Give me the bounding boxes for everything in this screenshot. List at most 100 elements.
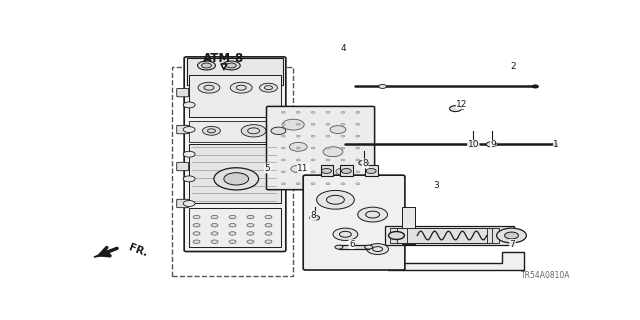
- Text: 1: 1: [554, 140, 559, 149]
- Circle shape: [356, 123, 360, 125]
- Circle shape: [356, 159, 360, 161]
- Circle shape: [335, 245, 343, 249]
- Bar: [187, 58, 284, 85]
- Circle shape: [468, 142, 479, 147]
- Circle shape: [282, 123, 285, 125]
- Circle shape: [296, 123, 300, 125]
- Circle shape: [247, 224, 254, 227]
- FancyBboxPatch shape: [303, 175, 405, 270]
- FancyBboxPatch shape: [266, 107, 374, 190]
- Circle shape: [183, 201, 195, 206]
- Circle shape: [326, 111, 330, 113]
- Bar: [189, 144, 281, 204]
- Text: 7: 7: [509, 240, 515, 249]
- Text: FR.: FR.: [127, 243, 148, 259]
- Circle shape: [222, 61, 240, 70]
- Circle shape: [341, 169, 351, 173]
- Text: 9: 9: [490, 140, 496, 149]
- Bar: [385, 226, 514, 245]
- Text: 11: 11: [298, 164, 309, 173]
- Circle shape: [311, 171, 315, 173]
- Circle shape: [265, 232, 272, 235]
- Circle shape: [311, 111, 315, 113]
- Circle shape: [323, 147, 343, 157]
- Text: 6: 6: [349, 240, 355, 249]
- Circle shape: [365, 245, 372, 249]
- Circle shape: [198, 61, 216, 70]
- Circle shape: [341, 171, 345, 173]
- Circle shape: [229, 224, 236, 227]
- Bar: [365, 165, 378, 176]
- FancyBboxPatch shape: [177, 125, 189, 134]
- Circle shape: [359, 160, 369, 165]
- Bar: [172, 67, 293, 276]
- Circle shape: [497, 228, 526, 243]
- Circle shape: [193, 240, 200, 244]
- FancyBboxPatch shape: [177, 199, 189, 208]
- FancyBboxPatch shape: [177, 88, 189, 97]
- Circle shape: [356, 183, 360, 185]
- Bar: [397, 228, 492, 244]
- Circle shape: [183, 176, 195, 182]
- Bar: [321, 165, 333, 176]
- FancyBboxPatch shape: [177, 162, 189, 171]
- Circle shape: [224, 173, 249, 185]
- Circle shape: [211, 240, 218, 244]
- Circle shape: [326, 171, 330, 173]
- Circle shape: [317, 190, 355, 209]
- Circle shape: [282, 135, 285, 137]
- Circle shape: [341, 159, 345, 161]
- Circle shape: [282, 147, 285, 149]
- Circle shape: [326, 159, 330, 161]
- Circle shape: [247, 240, 254, 244]
- Circle shape: [247, 215, 254, 219]
- Circle shape: [321, 169, 332, 173]
- Circle shape: [341, 135, 345, 137]
- Text: 3: 3: [433, 180, 439, 189]
- Circle shape: [207, 129, 216, 133]
- Text: 2: 2: [510, 62, 516, 71]
- Circle shape: [202, 63, 211, 68]
- Text: TR54A0810A: TR54A0810A: [520, 271, 570, 280]
- Circle shape: [271, 127, 286, 134]
- Bar: [189, 208, 281, 247]
- Circle shape: [356, 135, 360, 137]
- Circle shape: [504, 232, 518, 239]
- Circle shape: [282, 183, 285, 185]
- Circle shape: [379, 84, 387, 88]
- Circle shape: [486, 142, 497, 147]
- Circle shape: [366, 169, 376, 173]
- Circle shape: [211, 224, 218, 227]
- Circle shape: [341, 111, 345, 113]
- Circle shape: [449, 106, 461, 112]
- Circle shape: [296, 171, 300, 173]
- Circle shape: [532, 85, 538, 88]
- Circle shape: [193, 215, 200, 219]
- Bar: [189, 75, 281, 117]
- Circle shape: [214, 168, 259, 190]
- Circle shape: [326, 195, 344, 204]
- Circle shape: [183, 102, 195, 108]
- Circle shape: [264, 86, 273, 90]
- Bar: [390, 228, 499, 244]
- Circle shape: [372, 247, 383, 252]
- Text: ATM-8: ATM-8: [204, 52, 244, 65]
- Circle shape: [296, 183, 300, 185]
- Text: 4: 4: [340, 44, 346, 53]
- Circle shape: [339, 231, 351, 237]
- Bar: [189, 121, 281, 142]
- Circle shape: [229, 215, 236, 219]
- Text: 5: 5: [264, 164, 270, 173]
- Polygon shape: [388, 252, 524, 270]
- Circle shape: [236, 85, 246, 90]
- Circle shape: [311, 123, 315, 125]
- Circle shape: [311, 183, 315, 185]
- Circle shape: [241, 124, 266, 137]
- Circle shape: [296, 147, 300, 149]
- Bar: [340, 165, 353, 176]
- Circle shape: [330, 126, 346, 133]
- Circle shape: [282, 171, 285, 173]
- Circle shape: [247, 232, 254, 235]
- FancyBboxPatch shape: [184, 57, 286, 252]
- Circle shape: [211, 215, 218, 219]
